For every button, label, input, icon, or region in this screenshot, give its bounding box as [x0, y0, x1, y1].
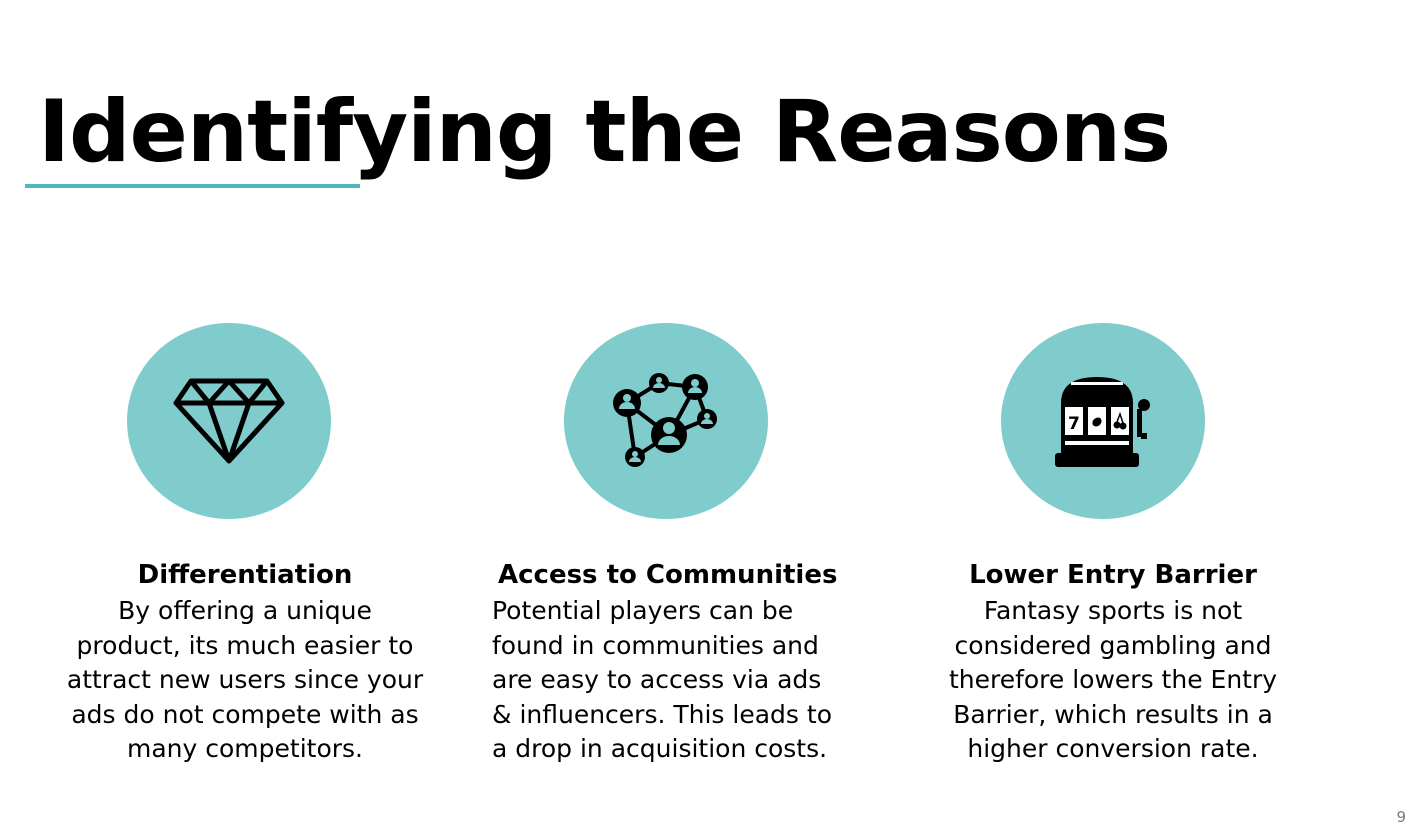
entry-barrier-icon-circle: 7 [1001, 323, 1205, 519]
differentiation-section: Differentiation By offering a unique pro… [55, 560, 435, 767]
communities-body: Potential players can be found in commun… [492, 596, 832, 763]
differentiation-heading: Differentiation [137, 560, 353, 590]
entry-barrier-body: Fantasy sports is not considered gamblin… [948, 596, 1278, 763]
diamond-icon [173, 378, 285, 464]
differentiation-body: By offering a unique product, its much e… [66, 596, 424, 763]
entry-barrier-section: Lower Entry Barrier Fantasy sports is no… [923, 560, 1303, 767]
slide-title: Identifying the Reasons [38, 82, 1171, 182]
svg-text:7: 7 [1068, 414, 1080, 434]
network-people-icon [613, 373, 717, 467]
title-underline [25, 184, 360, 188]
differentiation-icon-circle [127, 323, 331, 519]
page-number: 9 [1396, 808, 1406, 826]
communities-heading: Access to Communities [498, 560, 838, 590]
communities-icon-circle [564, 323, 768, 519]
communities-section: Access to Communities Potential players … [489, 560, 849, 767]
slot-machine-icon: 7 [1055, 377, 1150, 467]
entry-barrier-heading: Lower Entry Barrier [969, 560, 1257, 590]
